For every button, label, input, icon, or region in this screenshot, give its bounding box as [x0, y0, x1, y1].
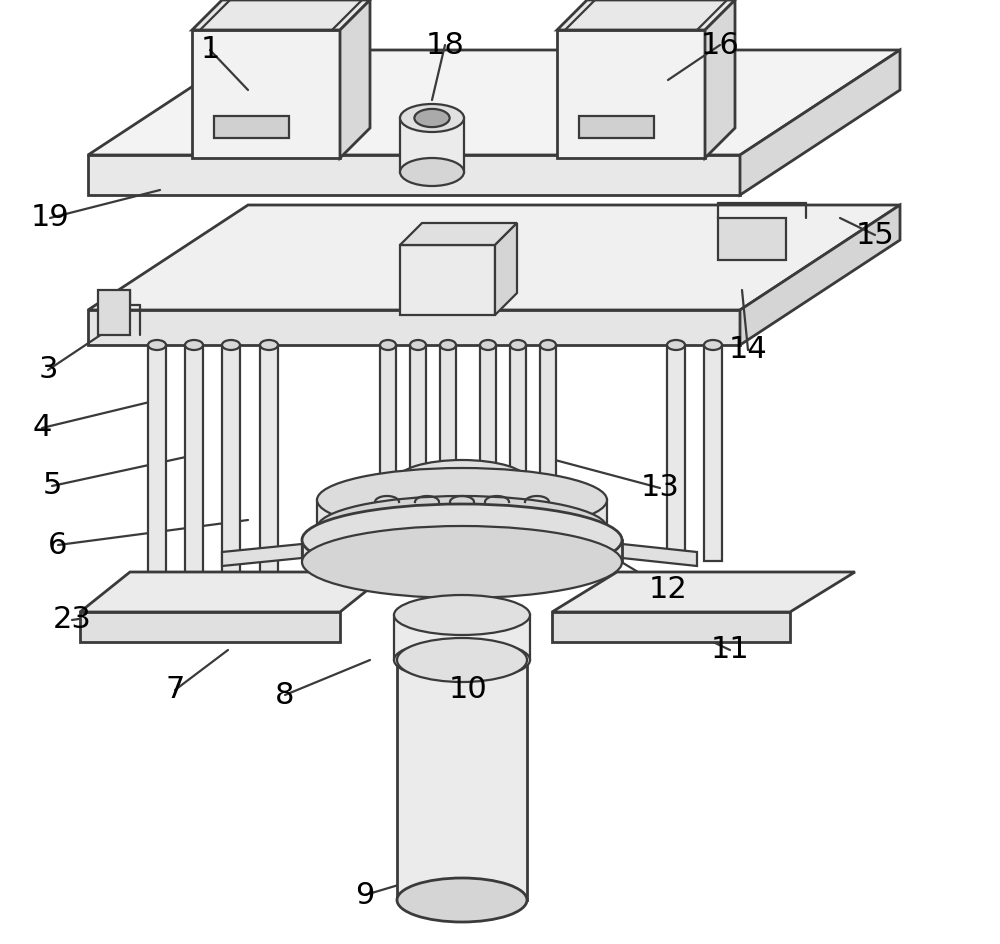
Polygon shape	[88, 155, 740, 195]
Bar	[397, 480, 527, 560]
Ellipse shape	[317, 496, 607, 560]
Polygon shape	[740, 205, 900, 345]
Ellipse shape	[440, 340, 456, 350]
Ellipse shape	[510, 340, 526, 350]
Text: 16: 16	[701, 30, 739, 59]
Bar	[579, 116, 654, 138]
Polygon shape	[718, 218, 786, 260]
Ellipse shape	[440, 525, 456, 535]
Bar	[302, 540, 622, 562]
Polygon shape	[222, 544, 302, 566]
Polygon shape	[400, 118, 464, 172]
Bar	[148, 345, 166, 580]
Polygon shape	[557, 30, 705, 158]
Bar	[394, 615, 530, 660]
Polygon shape	[192, 30, 340, 158]
Polygon shape	[495, 223, 517, 315]
Bar	[380, 345, 396, 530]
Bar	[260, 345, 278, 580]
Polygon shape	[622, 544, 697, 566]
Bar	[480, 345, 496, 530]
Polygon shape	[88, 205, 900, 310]
Polygon shape	[192, 0, 370, 30]
Bar	[440, 345, 456, 530]
Ellipse shape	[397, 878, 527, 922]
Ellipse shape	[480, 525, 496, 535]
Ellipse shape	[480, 340, 496, 350]
Polygon shape	[80, 572, 390, 612]
Text: 3: 3	[38, 356, 58, 384]
Polygon shape	[80, 612, 340, 642]
Ellipse shape	[148, 340, 166, 350]
Ellipse shape	[260, 340, 278, 350]
Bar	[410, 345, 426, 530]
Polygon shape	[552, 612, 790, 642]
Text: 5: 5	[42, 471, 62, 500]
Ellipse shape	[667, 340, 685, 350]
Text: 12: 12	[649, 576, 687, 604]
Ellipse shape	[414, 109, 450, 127]
Ellipse shape	[400, 104, 464, 132]
Polygon shape	[88, 50, 900, 155]
Polygon shape	[557, 0, 735, 30]
Text: 8: 8	[275, 681, 295, 710]
Ellipse shape	[704, 340, 722, 350]
Polygon shape	[552, 572, 855, 612]
Ellipse shape	[410, 525, 426, 535]
Polygon shape	[705, 0, 735, 158]
Polygon shape	[340, 0, 370, 158]
Polygon shape	[400, 223, 517, 245]
Polygon shape	[400, 245, 495, 315]
Polygon shape	[740, 50, 900, 195]
Ellipse shape	[410, 340, 426, 350]
Text: 9: 9	[355, 881, 375, 909]
Text: 6: 6	[48, 531, 68, 560]
Ellipse shape	[540, 525, 556, 535]
Bar	[667, 345, 685, 561]
Ellipse shape	[397, 638, 527, 682]
Ellipse shape	[397, 540, 527, 580]
Bar	[185, 345, 203, 580]
Text: 10: 10	[449, 676, 487, 704]
Bar	[317, 500, 607, 528]
Bar	[397, 660, 527, 900]
Bar	[704, 345, 722, 561]
Text: 19: 19	[31, 204, 69, 232]
Ellipse shape	[185, 575, 203, 585]
Text: 1: 1	[200, 36, 220, 64]
Ellipse shape	[222, 340, 240, 350]
Text: 4: 4	[32, 413, 52, 443]
Bar	[98, 290, 130, 335]
Ellipse shape	[400, 158, 464, 186]
Bar	[540, 345, 556, 530]
Text: 14: 14	[729, 335, 767, 364]
Ellipse shape	[380, 340, 396, 350]
Ellipse shape	[394, 595, 530, 635]
Text: 23: 23	[53, 605, 91, 634]
Ellipse shape	[380, 525, 396, 535]
Ellipse shape	[260, 575, 278, 585]
Text: 7: 7	[165, 676, 185, 704]
Ellipse shape	[302, 526, 622, 598]
Ellipse shape	[317, 468, 607, 532]
Bar	[214, 116, 289, 138]
Text: 18: 18	[426, 30, 464, 59]
Ellipse shape	[185, 340, 203, 350]
Ellipse shape	[394, 640, 530, 680]
Bar	[510, 345, 526, 530]
Bar	[222, 345, 240, 580]
Ellipse shape	[302, 504, 622, 576]
Text: 13: 13	[641, 474, 679, 502]
Text: 11: 11	[711, 635, 749, 665]
Text: 15: 15	[856, 221, 894, 249]
Ellipse shape	[148, 575, 166, 585]
Ellipse shape	[397, 460, 527, 500]
Ellipse shape	[222, 575, 240, 585]
Ellipse shape	[510, 525, 526, 535]
Ellipse shape	[540, 340, 556, 350]
Polygon shape	[88, 310, 740, 345]
